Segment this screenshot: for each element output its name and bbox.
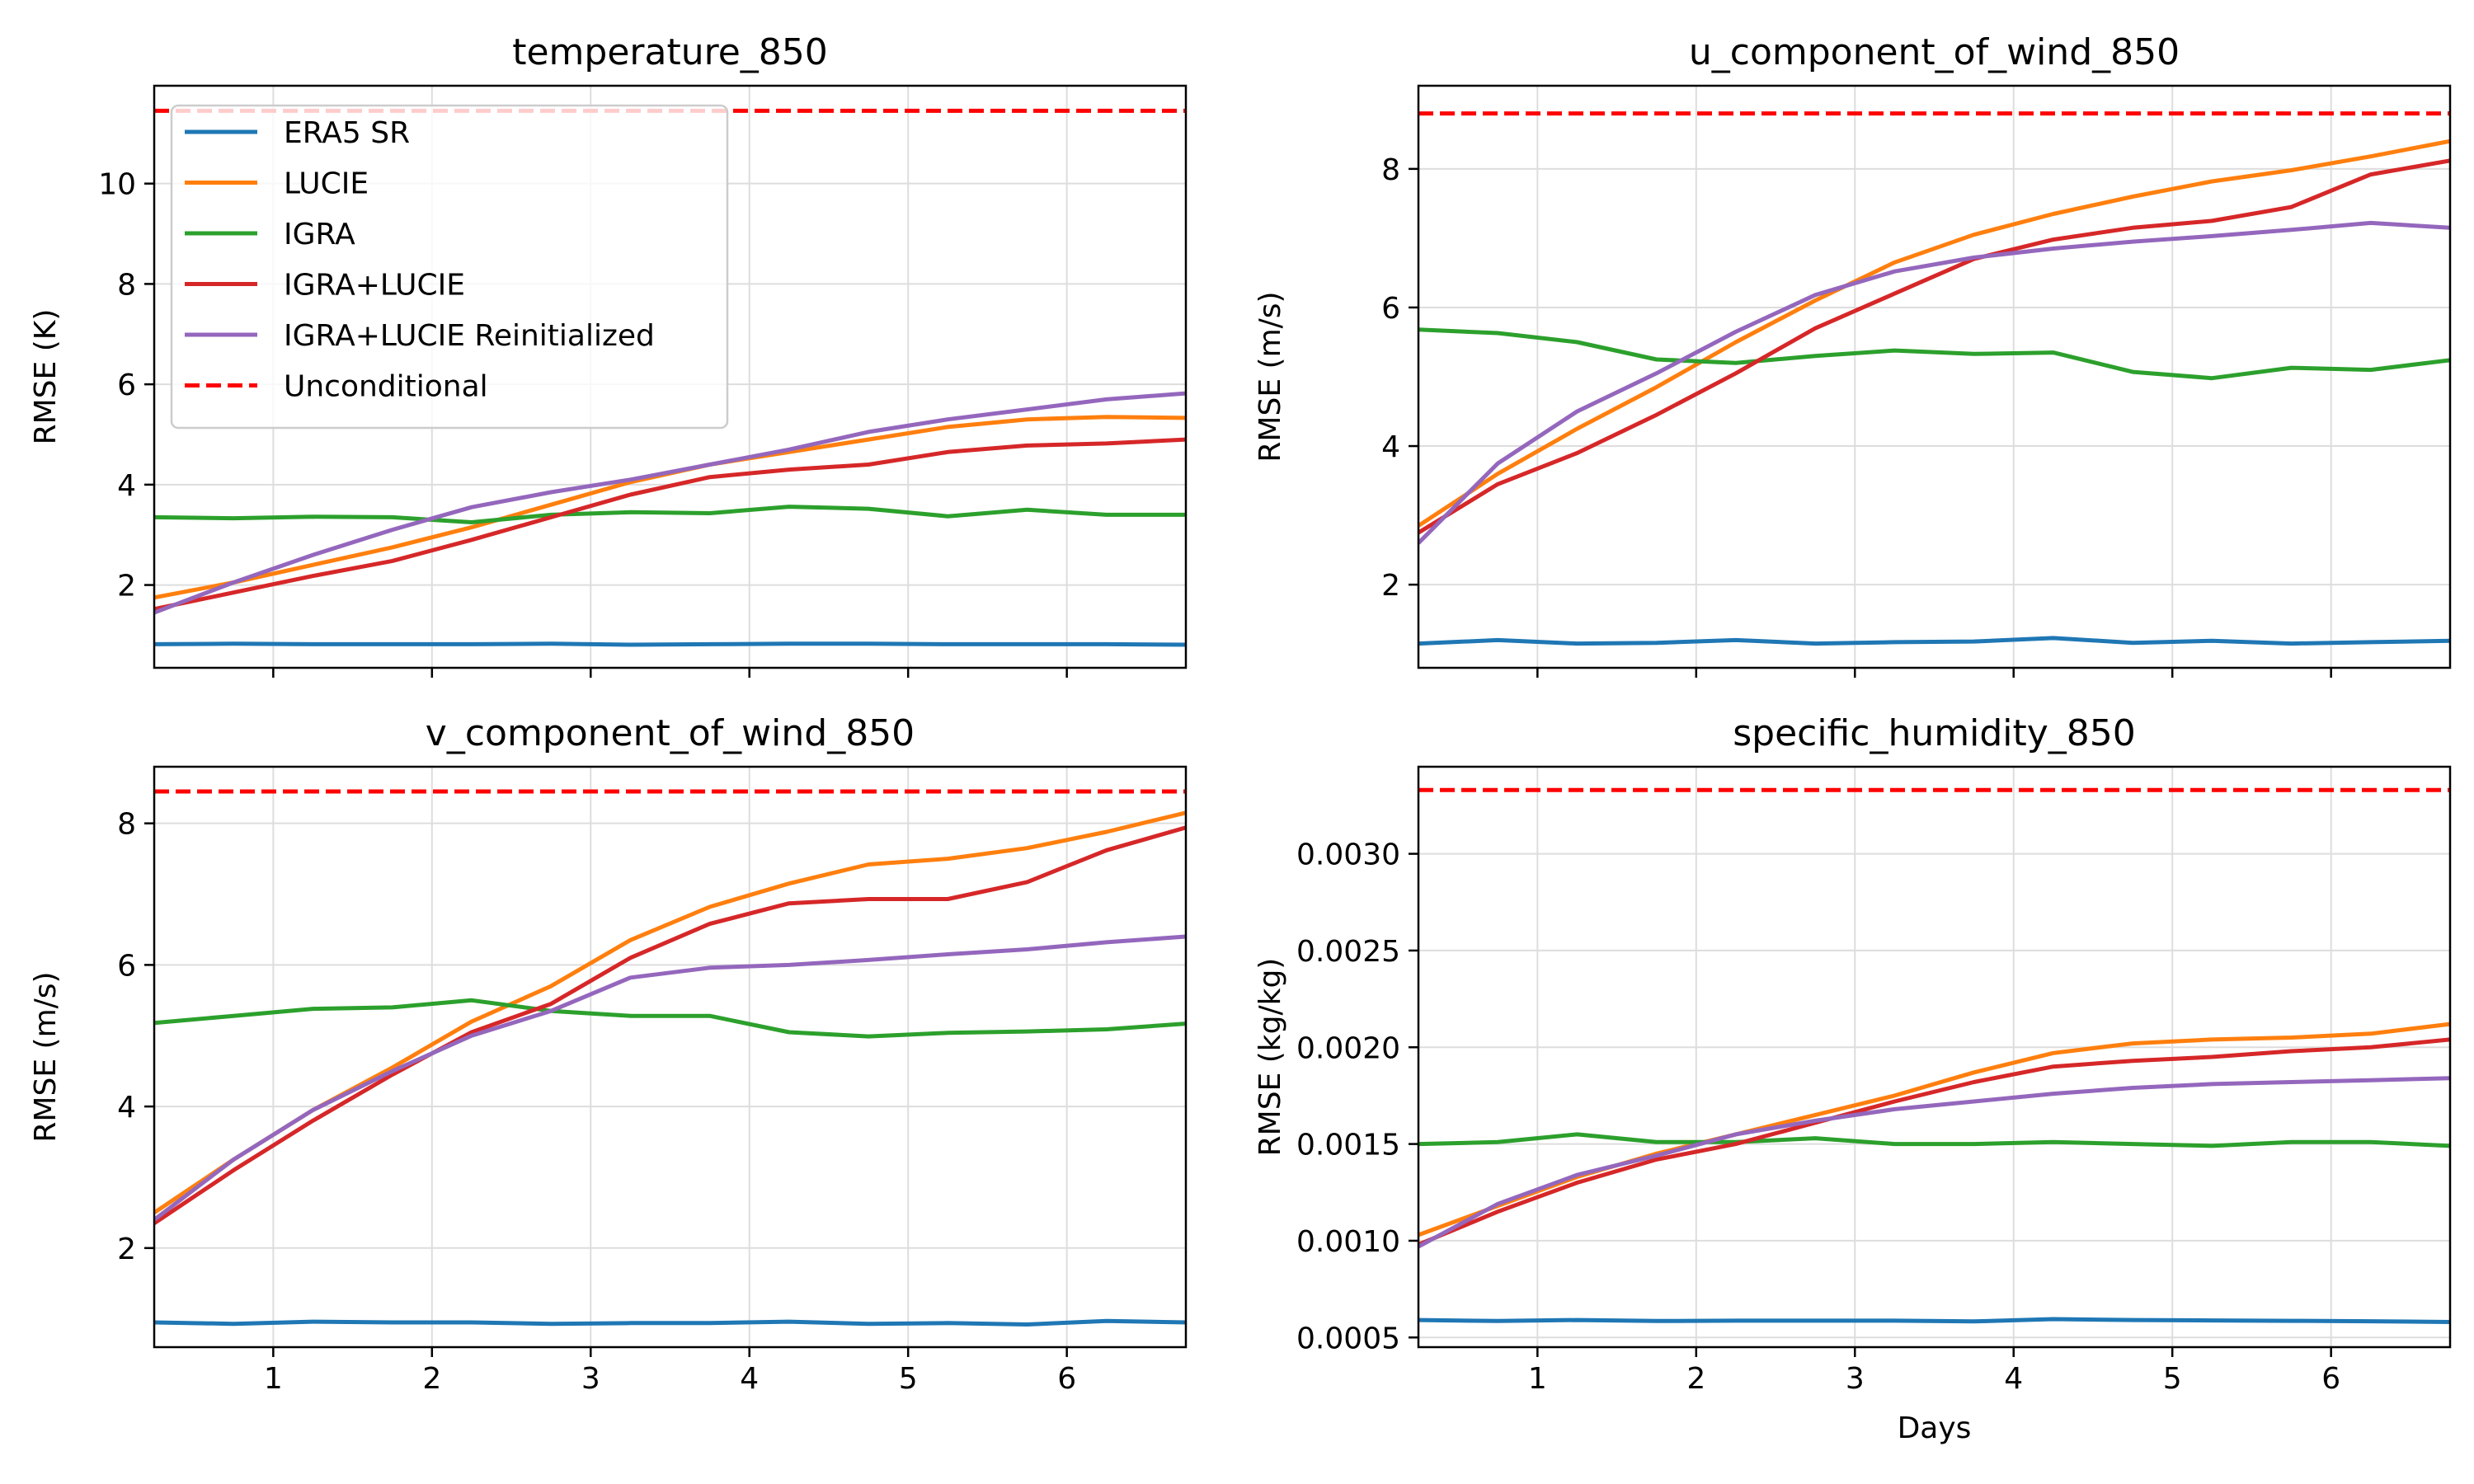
series-line-igra bbox=[154, 998, 1186, 1039]
legend-label-unconditional: Unconditional bbox=[284, 370, 488, 404]
series-line-era5-sr bbox=[154, 1318, 1186, 1327]
y-tick-label: 8 bbox=[117, 808, 136, 842]
series-line-lucie bbox=[1418, 139, 2450, 528]
x-tick-label: 3 bbox=[581, 1362, 600, 1396]
series-line-igra-lucie-reinitialized bbox=[1418, 1076, 2450, 1249]
series-line-igra bbox=[1418, 1132, 2450, 1148]
x-tick-label: 1 bbox=[1528, 1362, 1547, 1396]
y-tick-label: 4 bbox=[117, 1091, 136, 1125]
y-tick-label: 8 bbox=[1381, 153, 1400, 187]
y-tick-label: 8 bbox=[117, 268, 136, 302]
x-tick-label: 4 bbox=[740, 1362, 759, 1396]
y-tick-label: 2 bbox=[117, 1233, 136, 1266]
y-axis-label: RMSE (m/s) bbox=[29, 971, 63, 1142]
series-line-igra-lucie-reinitialized bbox=[1418, 220, 2450, 545]
series-line-igra bbox=[1418, 327, 2450, 381]
panel-v-component-of-wind-850: 1 2 3 4 5 6 2 4 6 8 v_component_of_wind_850 RMSE (m… bbox=[29, 712, 1188, 1396]
x-tick-label: 2 bbox=[422, 1362, 441, 1396]
y-tick-label: 0.0030 bbox=[1296, 838, 1400, 872]
y-tick-label: 2 bbox=[117, 570, 136, 603]
series-group bbox=[1418, 787, 2450, 1324]
x-axis-label: Days bbox=[1898, 1411, 1972, 1445]
y-axis-label: RMSE (K) bbox=[29, 309, 63, 445]
x-tick-label: 6 bbox=[2321, 1362, 2340, 1396]
panel-specific-humidity-850: 1 2 3 4 5 6 0.0005 0.0010 0.0015 0.0020 0.0025 0.00… bbox=[1253, 712, 2452, 1445]
x-tick-label: 6 bbox=[1057, 1362, 1076, 1396]
series-line-era5-sr bbox=[154, 641, 1186, 647]
x-tick-label: 3 bbox=[1846, 1362, 1865, 1396]
y-tick-label: 0.0010 bbox=[1296, 1225, 1400, 1259]
x-tick-label: 2 bbox=[1686, 1362, 1705, 1396]
legend-label-igra-lucie-reinitialized: IGRA+LUCIE Reinitialized bbox=[284, 319, 655, 353]
y-tick-label: 0.0025 bbox=[1296, 935, 1400, 969]
x-tick-label: 5 bbox=[2163, 1362, 2182, 1396]
y-tick-label: 0.0020 bbox=[1296, 1031, 1400, 1065]
y-tick-label: 4 bbox=[117, 469, 136, 503]
panel-temperature-850: 2 4 6 8 10 temperature_850 RMSE (K) bbox=[29, 31, 1188, 678]
y-tick-label: 0.0015 bbox=[1296, 1129, 1400, 1162]
series-line-igra-lucie bbox=[154, 437, 1186, 612]
panel-u-component-of-wind-850: 2 4 6 8 u_component_of_wind_850 RMSE (m/s) bbox=[1253, 31, 2452, 678]
x-tick-label: 4 bbox=[2004, 1362, 2023, 1396]
legend-label-igra-lucie: IGRA+LUCIE bbox=[284, 269, 465, 303]
chart-title: u_component_of_wind_850 bbox=[1689, 31, 2180, 73]
series-line-igra-lucie bbox=[154, 825, 1186, 1225]
legend-label-igra: IGRA bbox=[284, 218, 355, 251]
axes-frame bbox=[153, 84, 1188, 669]
y-tick-label: 10 bbox=[98, 168, 136, 202]
y-axis-label: RMSE (kg/kg) bbox=[1253, 958, 1287, 1157]
y-tick-label: 0.0005 bbox=[1296, 1322, 1400, 1355]
series-line-lucie bbox=[1418, 1021, 2450, 1237]
series-line-lucie bbox=[154, 810, 1186, 1214]
y-tick-label: 6 bbox=[117, 949, 136, 983]
legend: ERA5 SR LUCIE IGRA IGRA+LUCIE IGRA+LUCIE Rei… bbox=[170, 104, 729, 430]
x-tick-label: 5 bbox=[899, 1362, 918, 1396]
series-line-igra-lucie bbox=[1418, 158, 2450, 535]
series-line-igra-lucie bbox=[1418, 1037, 2450, 1247]
y-tick-label: 6 bbox=[117, 369, 136, 402]
y-axis-label: RMSE (m/s) bbox=[1253, 291, 1287, 462]
axes-frame bbox=[153, 765, 1188, 1349]
axes-frame bbox=[1417, 84, 2452, 669]
legend-label-era5-sr: ERA5 SR bbox=[284, 116, 410, 150]
series-line-era5-sr bbox=[1418, 636, 2450, 646]
chart-title: specific_humidity_850 bbox=[1733, 712, 2136, 754]
series-group bbox=[1418, 111, 2450, 646]
legend-box bbox=[170, 104, 729, 430]
series-line-igra-lucie-reinitialized bbox=[154, 934, 1186, 1222]
x-tick-label: 1 bbox=[264, 1362, 283, 1396]
series-line-igra bbox=[154, 505, 1186, 524]
series-line-era5-sr bbox=[1418, 1317, 2450, 1324]
chart-title: v_component_of_wind_850 bbox=[426, 712, 915, 754]
series-line-igra-lucie-reinitialized bbox=[154, 391, 1186, 615]
series-group bbox=[154, 789, 1186, 1327]
axes-frame bbox=[1417, 765, 2452, 1349]
legend-label-lucie: LUCIE bbox=[284, 167, 369, 201]
y-tick-label: 6 bbox=[1381, 292, 1400, 326]
chart-title: temperature_850 bbox=[512, 31, 828, 73]
y-tick-label: 2 bbox=[1381, 569, 1400, 603]
y-tick-label: 4 bbox=[1381, 430, 1400, 464]
